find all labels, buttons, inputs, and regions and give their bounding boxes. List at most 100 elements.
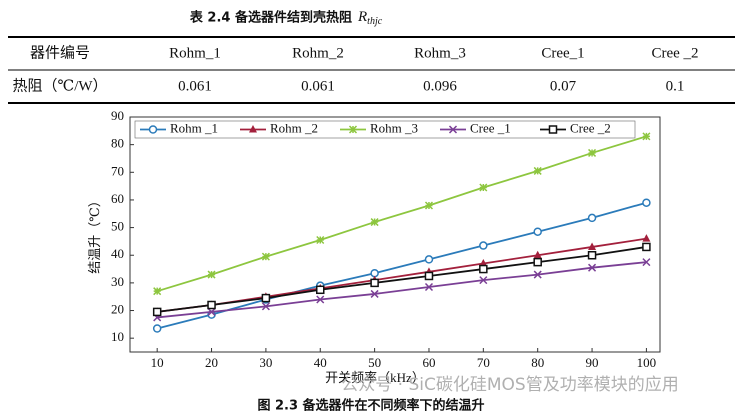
- x-tick-label: 50: [368, 355, 381, 370]
- marker-shape: [424, 271, 434, 281]
- legend-label: Cree _1: [470, 120, 511, 135]
- marker-shape: [587, 213, 597, 223]
- marker: [370, 218, 379, 227]
- legend-label: Rohm _1: [170, 120, 218, 135]
- marker-shape: [479, 183, 488, 192]
- marker-shape: [424, 255, 434, 264]
- table-header: Cree _2: [651, 45, 698, 61]
- marker-shape: [207, 270, 216, 279]
- marker-shape: [533, 257, 542, 267]
- marker-shape: [153, 287, 162, 296]
- marker-shape: [249, 125, 257, 133]
- marker-shape: [370, 278, 379, 288]
- marker: [642, 132, 651, 141]
- plot-frame: [129, 116, 661, 353]
- marker: [479, 259, 488, 267]
- y-tick-label: 60: [111, 191, 124, 206]
- caption-symbol: Rthjc: [357, 9, 383, 27]
- marker-shape: [479, 264, 488, 274]
- marker: [533, 250, 542, 259]
- marker-shape: [588, 242, 597, 250]
- table-cell: 0.1: [666, 78, 685, 94]
- x-tick-label: 30: [259, 355, 272, 370]
- marker-shape: [533, 270, 542, 279]
- marker-shape: [424, 282, 434, 292]
- marker: [261, 293, 271, 303]
- marker-shape: [533, 227, 542, 236]
- marker-shape: [642, 258, 651, 267]
- table-cell: 0.07: [550, 78, 577, 94]
- table-cell: 0.061: [301, 78, 335, 94]
- marker-shape: [370, 289, 379, 298]
- x-tick-label: 10: [151, 355, 164, 370]
- legend-label: Rohm _3: [370, 120, 418, 135]
- marker: [424, 255, 434, 264]
- marker: [316, 285, 325, 295]
- y-tick-label: 50: [111, 219, 124, 234]
- x-tick-label: 40: [314, 355, 327, 370]
- marker-shape: [533, 166, 542, 175]
- table-cell: 0.096: [423, 78, 457, 94]
- marker-shape: [261, 252, 270, 261]
- marker-shape: [316, 235, 325, 245]
- table-header: Rohm_3: [414, 45, 466, 61]
- table-header: Rohm_1: [169, 45, 221, 61]
- y-tick-label: 10: [111, 329, 124, 344]
- marker: [370, 278, 379, 288]
- marker: [316, 235, 325, 245]
- series-line: [156, 135, 647, 293]
- marker-shape: [261, 302, 270, 311]
- marker-shape: [152, 307, 162, 317]
- marker-shape: [642, 132, 651, 141]
- y-axis-label: 结温升（℃）: [87, 194, 102, 274]
- marker-shape: [424, 201, 434, 210]
- marker: [588, 242, 597, 250]
- marker: [588, 263, 597, 272]
- marker-shape: [152, 324, 162, 333]
- marker: [533, 166, 542, 175]
- marker-shape: [448, 125, 458, 134]
- marker-shape: [207, 307, 216, 316]
- table-caption: 表 2.4 备选器件结到壳热阻: [189, 10, 352, 26]
- series-line: [157, 246, 647, 313]
- marker-shape: [261, 293, 271, 303]
- y-tick-label: 90: [111, 108, 124, 123]
- marker: [153, 287, 162, 296]
- marker-shape: [148, 125, 158, 134]
- marker: [152, 307, 162, 317]
- y-tick-label: 30: [111, 274, 124, 289]
- table-header: Rohm_2: [292, 45, 344, 61]
- marker-shape: [533, 250, 542, 259]
- marker-shape: [370, 218, 379, 227]
- marker-shape: [642, 242, 651, 252]
- legend-label: Cree _2: [570, 120, 611, 135]
- table-header: Cree_1: [541, 45, 584, 61]
- y-tick-label: 40: [111, 246, 124, 261]
- y-tick-label: 80: [111, 136, 124, 151]
- x-tick-label: 20: [205, 355, 218, 370]
- marker: [261, 302, 270, 311]
- marker: [261, 252, 270, 261]
- marker: [642, 234, 651, 242]
- marker-shape: [642, 198, 651, 207]
- series-line: [156, 201, 647, 330]
- x-axis-label: 开关频率（kHz）: [325, 370, 425, 385]
- table-cell: 热阻（℃/W）: [12, 77, 107, 94]
- x-tick-label: 100: [637, 355, 657, 370]
- marker: [533, 257, 542, 267]
- marker: [548, 125, 558, 134]
- x-tick-label: 80: [531, 355, 544, 370]
- marker-shape: [479, 259, 488, 267]
- marker-shape: [642, 234, 651, 242]
- watermark: 公众号 · SiC碳化硅MOS管及功率模块的应用: [341, 375, 678, 395]
- series-line: [157, 237, 647, 313]
- table-cell: 0.061: [178, 78, 212, 94]
- marker-shape: [588, 148, 597, 157]
- marker: [533, 270, 542, 279]
- series-line: [157, 261, 647, 319]
- marker-shape: [479, 241, 488, 250]
- marker-shape: [588, 263, 597, 272]
- marker: [587, 213, 597, 223]
- marker-shape: [316, 285, 325, 295]
